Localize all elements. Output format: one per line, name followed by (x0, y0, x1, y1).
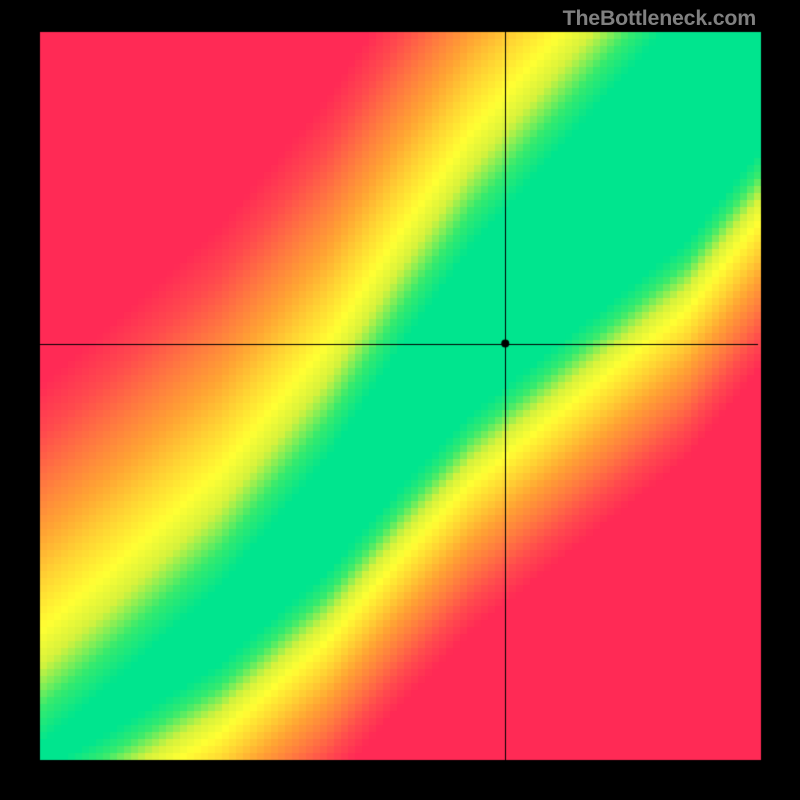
bottleneck-heatmap (0, 0, 800, 800)
watermark-label: TheBottleneck.com (563, 6, 756, 31)
